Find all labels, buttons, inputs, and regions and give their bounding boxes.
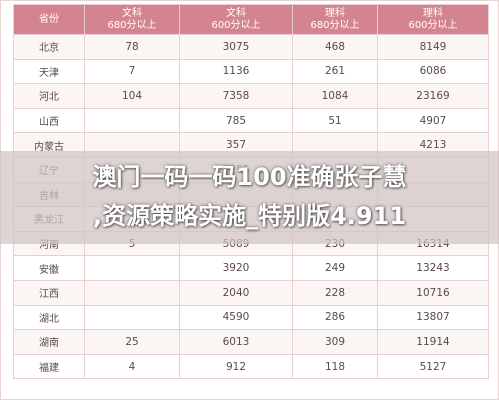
arts-600-cell: 785 (179, 107, 293, 134)
science-600-cell: 4907 (377, 107, 489, 134)
science-680-cell: 118 (292, 353, 378, 380)
province-cell: 湖北 (13, 304, 85, 331)
overlay-line-1: 澳门一码一码100准确张子慧 (92, 163, 407, 191)
science-680-cell: 286 (292, 304, 378, 331)
province-cell: 江西 (13, 279, 85, 306)
table-row: 江西 2040 228 10716 (13, 279, 489, 306)
table-header-row: 省份 文科 680分以上 文科 600分以上 理科 680分以上 理科 600分… (13, 4, 489, 35)
arts-680-cell: 25 (84, 329, 180, 355)
arts-600-cell: 3075 (179, 34, 293, 60)
province-cell: 山西 (13, 107, 85, 134)
arts-680-cell: 4 (84, 353, 180, 380)
header-science-600: 理科 600分以上 (377, 4, 489, 35)
science-680-cell: 249 (292, 255, 378, 281)
table-row: 北京 78 3075 468 8149 (13, 34, 489, 60)
science-680-cell: 309 (292, 329, 378, 355)
arts-680-cell (84, 107, 180, 134)
science-680-cell: 261 (292, 58, 378, 85)
science-680-cell: 228 (292, 279, 378, 306)
science-600-cell: 13243 (377, 255, 489, 281)
arts-680-cell: 78 (84, 34, 180, 60)
arts-680-cell: 7 (84, 58, 180, 85)
science-600-cell: 11914 (377, 329, 489, 355)
table-row: 天津 7 1136 261 6086 (13, 58, 489, 85)
arts-680-cell (84, 255, 180, 281)
arts-600-cell: 912 (179, 353, 293, 380)
science-680-cell: 468 (292, 34, 378, 60)
header-arts-680: 文科 680分以上 (84, 4, 180, 35)
overlay-banner-text: 澳门一码一码100准确张子慧 ,资源策略实施_特别版4.911 (0, 158, 499, 236)
arts-680-cell: 104 (84, 83, 180, 109)
province-cell: 北京 (13, 34, 85, 60)
science-600-cell: 10716 (377, 279, 489, 306)
province-cell: 河北 (13, 83, 85, 109)
watermark-overlay (0, 151, 499, 244)
province-cell: 安徽 (13, 255, 85, 281)
arts-600-cell: 1136 (179, 58, 293, 85)
science-600-cell: 6086 (377, 58, 489, 85)
arts-600-cell: 3920 (179, 255, 293, 281)
table-row: 山西 785 51 4907 (13, 107, 489, 134)
science-600-cell: 5127 (377, 353, 489, 380)
overlay-line-2: ,资源策略实施_特别版4.911 (92, 202, 407, 230)
science-680-cell: 1084 (292, 83, 378, 109)
arts-600-cell: 7358 (179, 83, 293, 109)
science-680-cell: 51 (292, 107, 378, 134)
table-row: 安徽 3920 249 13243 (13, 255, 489, 281)
province-cell: 湖南 (13, 329, 85, 355)
science-600-cell: 23169 (377, 83, 489, 109)
arts-600-cell: 4590 (179, 304, 293, 331)
table-row: 湖北 4590 286 13807 (13, 304, 489, 331)
header-science-680: 理科 680分以上 (292, 4, 378, 35)
table-row: 河北 104 7358 1084 23169 (13, 83, 489, 109)
arts-680-cell (84, 304, 180, 331)
table-row: 福建 4 912 118 5127 (13, 353, 489, 380)
table-row: 湖南 25 6013 309 11914 (13, 329, 489, 355)
header-province: 省份 (13, 4, 85, 35)
arts-680-cell (84, 279, 180, 306)
province-cell: 福建 (13, 353, 85, 380)
science-600-cell: 13807 (377, 304, 489, 331)
province-cell: 天津 (13, 58, 85, 85)
arts-600-cell: 2040 (179, 279, 293, 306)
science-600-cell: 8149 (377, 34, 489, 60)
header-arts-600: 文科 600分以上 (179, 4, 293, 35)
arts-600-cell: 6013 (179, 329, 293, 355)
